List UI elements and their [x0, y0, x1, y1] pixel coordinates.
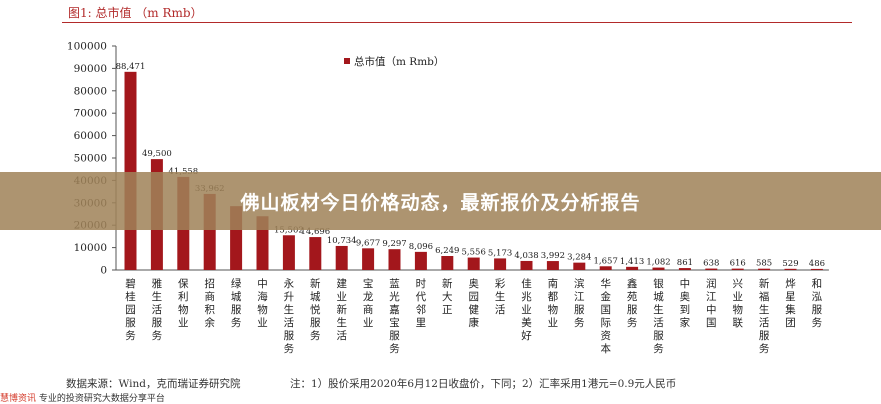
bar: [731, 268, 744, 270]
x-tick-label: 滨江服务: [574, 277, 585, 329]
x-tick-label: 新福生活服务: [759, 277, 770, 355]
bar: [414, 251, 427, 270]
bar: [599, 266, 612, 270]
value-label: 41,558: [168, 167, 198, 177]
x-tick-label: 绿城服务: [231, 277, 242, 329]
x-tick-label: 华金国际资本: [600, 277, 611, 355]
value-label: 8,096: [409, 242, 433, 252]
value-label: 14,696: [300, 227, 330, 237]
x-tick-label: 蓝光嘉宝服务: [389, 278, 400, 355]
x-tick-label: 烨星集团: [785, 277, 796, 329]
y-tick-label: 90000: [74, 63, 107, 75]
title-rule: [62, 22, 852, 23]
bar: [441, 256, 454, 270]
y-tick-label: 0: [100, 265, 107, 277]
legend-swatch: [344, 58, 350, 64]
x-tick-label: 宝龙商业: [363, 277, 374, 329]
value-label: 3,992: [541, 251, 565, 261]
bar: [309, 237, 322, 270]
bar: [573, 262, 586, 270]
value-label: 5,556: [462, 248, 486, 258]
legend-label: 总市值（m Rmb）: [354, 55, 444, 68]
value-label: 4,038: [514, 251, 538, 261]
value-label: 638: [703, 259, 719, 269]
bar: [678, 268, 691, 270]
x-tick-label: 银城生活服务: [653, 277, 664, 355]
bar: [705, 268, 718, 270]
x-tick-label: 新大正: [442, 277, 453, 316]
x-tick-label: 保利物业: [178, 277, 189, 329]
x-tick-label: 和泓服务: [812, 278, 823, 329]
x-tick-label: 奥园健康: [468, 277, 479, 329]
bar: [758, 268, 771, 270]
bar: [282, 235, 295, 270]
bar: [124, 71, 137, 271]
bar: [652, 267, 665, 270]
y-tick-label: 80000: [74, 85, 107, 97]
bar: [546, 261, 559, 270]
value-label: 6,249: [435, 246, 459, 256]
value-label: 486: [809, 259, 825, 269]
x-tick-label: 鑫苑服务: [627, 277, 638, 329]
figure-title: 图1: 总市值 （m Rmb）: [68, 6, 203, 20]
value-label: 5,173: [488, 248, 512, 258]
x-tick-label: 招商积余: [204, 277, 215, 329]
bar: [362, 248, 375, 270]
x-tick-label: 建业新生活: [336, 277, 347, 342]
value-label: 616: [730, 259, 746, 269]
bars-group: [124, 71, 823, 271]
value-label: 585: [756, 259, 772, 269]
bar: [784, 268, 797, 270]
bar: [494, 258, 507, 270]
x-tick-label: 中奥到家: [680, 277, 691, 329]
x-tick-label: 润江中国: [706, 277, 717, 329]
x-tick-label: 佳兆业美好: [521, 277, 532, 342]
x-tick-label: 新城悦服务: [310, 277, 321, 342]
x-labels-group: 碧桂园服务 雅生活服务 保利物业 招商积余 绿城服务 中海物业 永升生活服务 新城悦服务 建业新…: [125, 277, 822, 355]
bar: [810, 268, 823, 270]
watermark: 慧博资讯 专业的投资研究大数据分享平台: [0, 391, 165, 404]
value-label: 1,657: [594, 256, 618, 266]
value-label: 15,502: [274, 225, 304, 235]
value-labels-group: 88,47149,50041,55833,96215,50214,69610,7…: [116, 62, 825, 269]
y-tick-label: 100000: [67, 41, 107, 53]
headline-banner: 佛山板材今日价格动态，最新报价及分析报告: [0, 172, 881, 230]
value-label: 861: [677, 258, 693, 268]
y-tick-label: 70000: [74, 108, 107, 120]
bar: [388, 249, 401, 270]
y-tick-label: 60000: [74, 130, 107, 142]
value-label: 49,500: [142, 149, 172, 159]
x-tick-label: 时代邻里: [416, 278, 427, 329]
source-note: 数据来源：Wind，克而瑞证券研究院: [66, 378, 241, 390]
watermark-brand: 慧博资讯: [0, 394, 37, 404]
value-label: 10,734: [327, 236, 357, 246]
y-tick-label: 10000: [74, 242, 107, 254]
value-label: 529: [782, 259, 798, 269]
x-tick-label: 南都物业: [548, 277, 559, 329]
footnote: 注：1）股价采用2020年6月12日收盘价，下同；2）汇率采用1港元=0.9元人…: [290, 378, 677, 390]
bar: [467, 257, 480, 270]
bar: [335, 245, 348, 270]
value-label: 9,677: [356, 238, 380, 248]
headline-text: 佛山板材今日价格动态，最新报价及分析报告: [240, 191, 641, 214]
x-tick-label: 兴业物联: [732, 278, 743, 329]
y-tick-label: 50000: [74, 153, 107, 165]
x-tick-label: 永升生活服务: [284, 277, 295, 355]
watermark-text: 专业的投资研究大数据分享平台: [38, 394, 165, 404]
value-label: 3,284: [567, 253, 591, 263]
bar: [520, 260, 533, 270]
value-label: 1,413: [620, 257, 644, 267]
bar: [626, 266, 639, 270]
legend: 总市值（m Rmb）: [344, 55, 444, 68]
value-label: 1,082: [646, 258, 670, 268]
x-tick-label: 彩生活: [495, 278, 506, 316]
x-tick-label: 雅生活服务: [152, 277, 163, 342]
x-tick-label: 中海物业: [257, 277, 268, 329]
x-tick-label: 碧桂园服务: [125, 278, 136, 342]
value-label: 9,297: [382, 239, 406, 249]
value-label: 88,471: [116, 62, 146, 72]
